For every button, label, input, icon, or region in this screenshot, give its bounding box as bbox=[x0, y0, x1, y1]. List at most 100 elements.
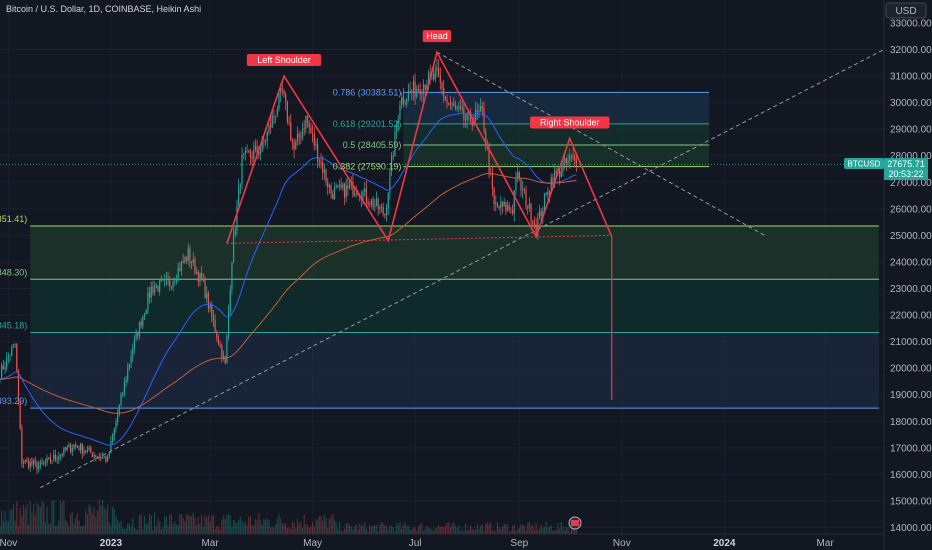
candle-body bbox=[244, 150, 246, 155]
candle-body bbox=[4, 367, 6, 370]
candle-body bbox=[496, 203, 499, 207]
volume-bar bbox=[1, 509, 3, 534]
candle-body bbox=[184, 256, 186, 263]
volume-bar bbox=[305, 525, 307, 534]
volume-bar bbox=[325, 517, 327, 534]
pattern-label: Left Shoulder bbox=[257, 55, 311, 65]
volume-bar bbox=[285, 522, 287, 534]
price-badge bbox=[884, 158, 928, 180]
volume-bar bbox=[464, 523, 467, 534]
candle-body bbox=[350, 182, 352, 186]
volume-bar bbox=[291, 521, 294, 534]
volume-bar bbox=[27, 524, 30, 534]
candle-body bbox=[83, 450, 85, 454]
candle-body bbox=[545, 192, 547, 194]
candle-body bbox=[429, 72, 431, 75]
candle-body bbox=[498, 206, 500, 208]
volume-bar bbox=[323, 514, 325, 534]
y-tick-label: 15000.00 bbox=[890, 496, 932, 507]
volume-bar bbox=[75, 518, 77, 534]
candle-body bbox=[31, 461, 33, 465]
neckline bbox=[226, 234, 612, 244]
candle-body bbox=[249, 152, 252, 157]
fib-label: 0.5 (28405.59) bbox=[343, 140, 402, 150]
volume-bar bbox=[409, 529, 411, 534]
candle-body bbox=[162, 279, 164, 281]
volume-bar bbox=[451, 523, 453, 534]
candle-body bbox=[49, 457, 52, 462]
volume-bar bbox=[466, 530, 468, 534]
candle-body bbox=[59, 454, 62, 457]
volume-bar bbox=[164, 516, 166, 534]
candle-body bbox=[533, 224, 536, 225]
candle-body bbox=[155, 285, 157, 289]
candle-body bbox=[117, 414, 119, 422]
candle-body bbox=[125, 379, 127, 383]
candle-body bbox=[384, 214, 386, 216]
volume-bar bbox=[12, 504, 15, 534]
candle-body bbox=[290, 122, 292, 140]
candle-body bbox=[11, 347, 13, 357]
currency-button[interactable] bbox=[885, 2, 927, 19]
volume-bar bbox=[424, 528, 426, 534]
volume-bar bbox=[71, 511, 73, 534]
volume-bar bbox=[348, 524, 351, 534]
candle-body bbox=[547, 192, 549, 196]
candle-body bbox=[552, 177, 554, 186]
candle-body bbox=[135, 331, 137, 338]
candle-body bbox=[6, 357, 8, 368]
volume-bar bbox=[293, 523, 295, 534]
volume-bar bbox=[503, 523, 505, 534]
candle-body bbox=[81, 444, 83, 454]
candle-body bbox=[26, 460, 28, 461]
volume-bar bbox=[508, 531, 510, 534]
candle-body bbox=[448, 102, 450, 105]
x-tick-label: 2023 bbox=[100, 538, 123, 549]
candle-body bbox=[199, 273, 201, 283]
fib-zone bbox=[30, 226, 879, 280]
volume-bar bbox=[554, 530, 556, 534]
y-tick-label: 28000.00 bbox=[890, 151, 932, 162]
currency-label: USD bbox=[895, 6, 916, 17]
volume-bar bbox=[91, 512, 94, 534]
volume-bar bbox=[461, 528, 463, 534]
fib-label: .786 (18493.29) bbox=[0, 396, 27, 406]
candle-body bbox=[120, 394, 122, 406]
candle-body bbox=[239, 184, 241, 187]
candle-body bbox=[332, 194, 334, 200]
volume-bar bbox=[562, 526, 564, 534]
volume-bar bbox=[100, 505, 102, 534]
candle-body bbox=[110, 441, 112, 453]
candle-body bbox=[197, 271, 199, 283]
volume-bar bbox=[128, 523, 131, 534]
candle-body bbox=[471, 121, 473, 126]
alert-icon[interactable] bbox=[568, 516, 582, 530]
volume-bar bbox=[276, 518, 278, 534]
x-tick-label: Nov bbox=[613, 538, 631, 549]
candle-body bbox=[41, 462, 43, 464]
y-tick-label: 20000.00 bbox=[890, 364, 932, 375]
candle-body bbox=[476, 110, 478, 113]
candle-body bbox=[167, 278, 169, 281]
volume-bar bbox=[125, 528, 127, 534]
volume-bar bbox=[535, 522, 537, 534]
volume-bar bbox=[530, 525, 532, 534]
volume-bar bbox=[517, 528, 519, 534]
candle-body bbox=[518, 172, 520, 179]
volume-bar bbox=[122, 527, 124, 534]
candle-body bbox=[69, 444, 72, 452]
volume-bar bbox=[61, 502, 63, 534]
volume-bar bbox=[241, 520, 243, 534]
volume-bar bbox=[510, 530, 512, 534]
candle-body bbox=[75, 444, 77, 446]
candle-body bbox=[338, 184, 341, 186]
volume-bar bbox=[332, 513, 334, 534]
volume-bar bbox=[112, 506, 114, 534]
candle-body bbox=[194, 259, 196, 274]
volume-bar bbox=[295, 528, 297, 534]
volume-bar bbox=[574, 527, 576, 534]
candle-body bbox=[525, 190, 527, 207]
candle-body bbox=[404, 103, 406, 105]
candle-body bbox=[488, 148, 490, 173]
candle-body bbox=[275, 115, 277, 117]
